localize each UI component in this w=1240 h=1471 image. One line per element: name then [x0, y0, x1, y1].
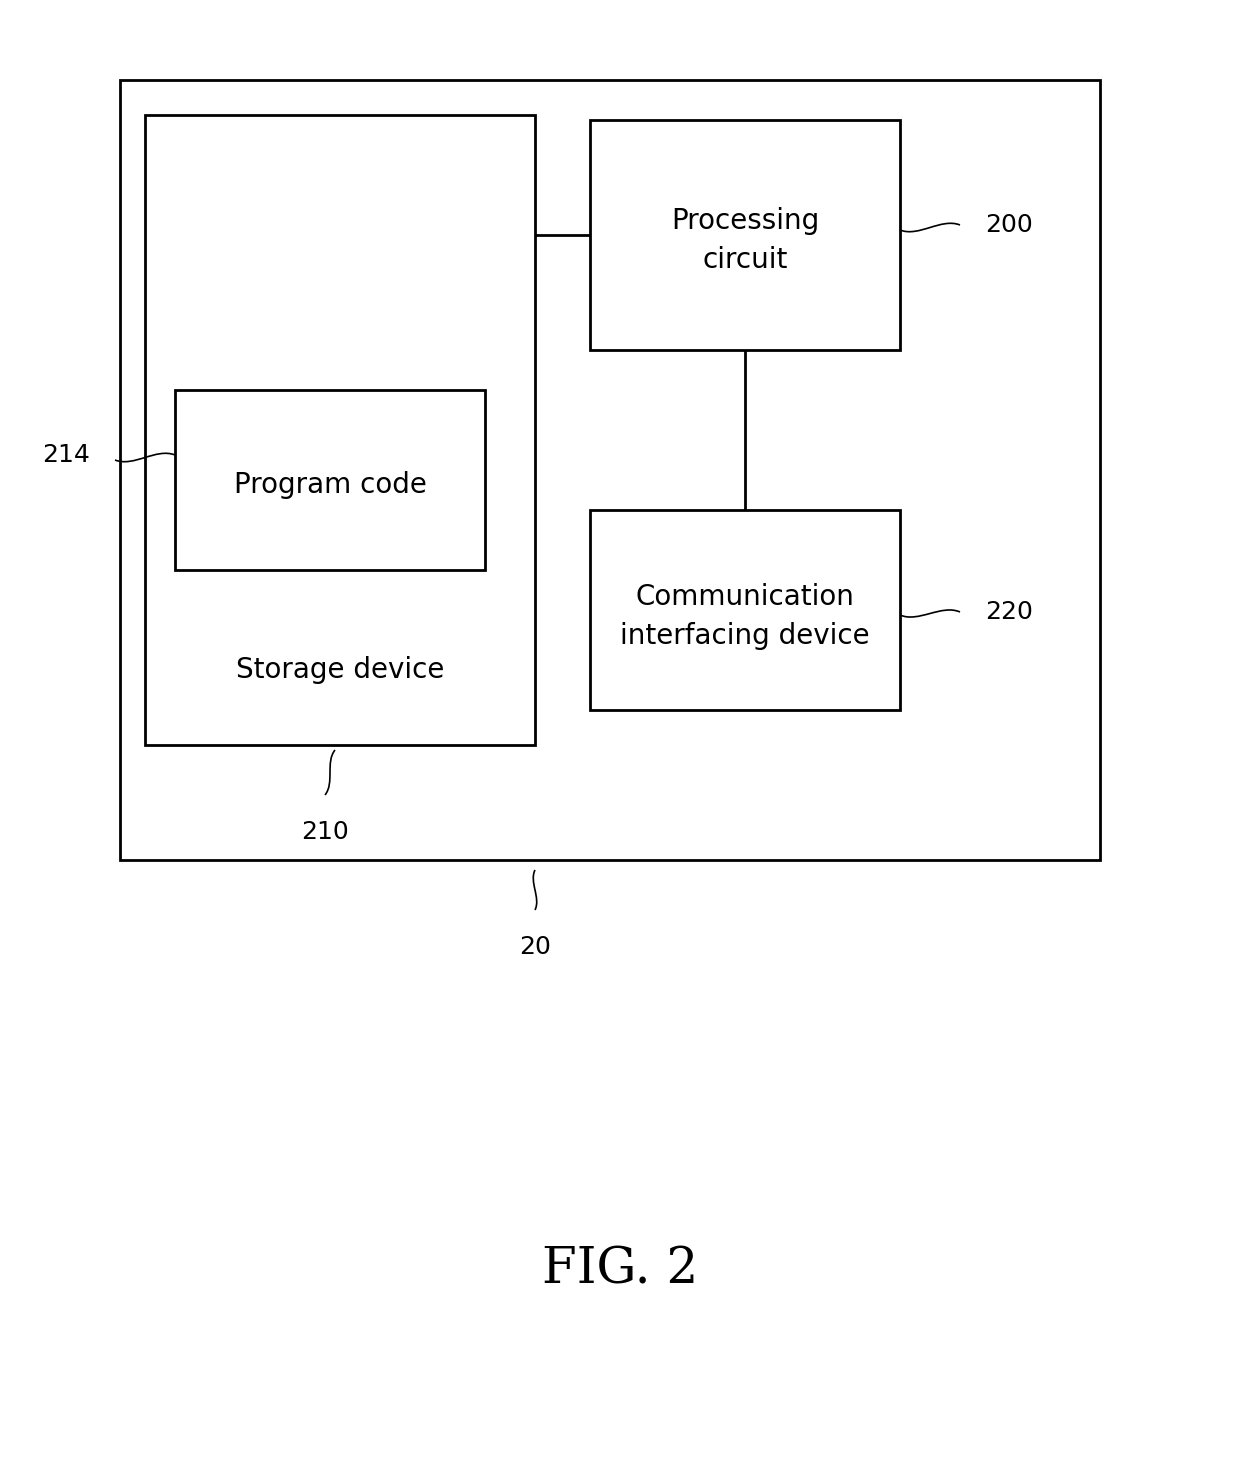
- Text: 214: 214: [42, 443, 91, 466]
- Text: FIG. 2: FIG. 2: [542, 1246, 698, 1294]
- Text: Program code: Program code: [233, 471, 427, 499]
- Bar: [120, 79, 1100, 861]
- Text: Storage device: Storage device: [236, 656, 444, 684]
- Bar: [175, 390, 485, 569]
- Text: Communication
interfacing device: Communication interfacing device: [620, 583, 869, 650]
- Text: 20: 20: [520, 936, 551, 959]
- Text: 220: 220: [985, 600, 1033, 624]
- Text: Processing
circuit: Processing circuit: [671, 206, 820, 274]
- Bar: [145, 115, 534, 744]
- Text: 200: 200: [985, 213, 1033, 237]
- Bar: [590, 121, 900, 350]
- Text: 210: 210: [301, 819, 348, 844]
- Bar: [590, 510, 900, 710]
